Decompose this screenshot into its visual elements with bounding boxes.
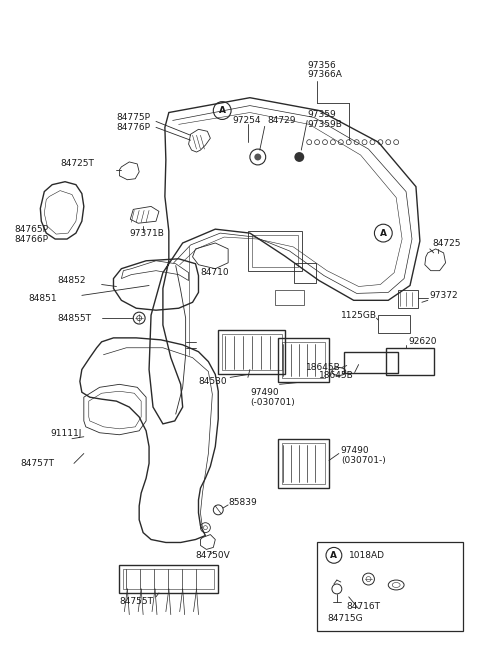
Text: 84765P: 84765P (14, 225, 48, 234)
Text: (-030701): (-030701) (250, 398, 295, 407)
Text: 97490: 97490 (341, 446, 370, 455)
Text: 97254: 97254 (232, 116, 261, 125)
Text: 84775P: 84775P (117, 113, 150, 122)
Bar (281, 443, 325, 484)
Text: 84715G: 84715G (327, 614, 362, 623)
Text: 97490: 97490 (250, 388, 278, 397)
Text: 97366A: 97366A (307, 71, 342, 79)
Text: 84757T: 84757T (21, 459, 55, 468)
Text: A: A (219, 106, 226, 115)
Bar (398, 290, 418, 309)
Text: 85839: 85839 (228, 498, 257, 508)
Bar (218, 330, 286, 375)
Text: 91111J: 91111J (50, 429, 82, 438)
Text: (030701-): (030701-) (341, 456, 385, 465)
Text: 84729: 84729 (268, 116, 296, 125)
Bar (277, 338, 329, 383)
Text: 84530: 84530 (199, 377, 227, 386)
Bar (281, 342, 325, 379)
Bar (317, 542, 463, 631)
Bar (344, 352, 398, 373)
Circle shape (254, 153, 261, 160)
Bar (386, 348, 434, 375)
Circle shape (294, 152, 304, 162)
Bar (277, 439, 329, 488)
Text: 1125GB: 1125GB (341, 310, 377, 320)
Text: 84851: 84851 (28, 294, 57, 303)
Bar (120, 565, 218, 593)
Text: 84766P: 84766P (14, 234, 48, 244)
Text: 18645B: 18645B (319, 371, 354, 380)
Text: 84855T: 84855T (57, 314, 91, 323)
Text: 84725T: 84725T (60, 159, 94, 168)
Text: 84725: 84725 (433, 240, 461, 248)
Text: A: A (330, 551, 337, 560)
Bar (123, 569, 214, 589)
Text: 84755T: 84755T (120, 597, 154, 607)
Text: 84852: 84852 (57, 276, 85, 285)
Bar (222, 334, 281, 371)
Bar (378, 315, 410, 333)
Text: 97359: 97359 (307, 110, 336, 119)
Text: 84776P: 84776P (117, 123, 150, 132)
Text: 97356: 97356 (307, 60, 336, 69)
Text: 84716T: 84716T (347, 602, 381, 611)
Text: 97372: 97372 (430, 291, 458, 300)
Text: 97359B: 97359B (307, 120, 342, 129)
Bar (275, 290, 304, 305)
Text: 84750V: 84750V (195, 551, 230, 560)
Bar (248, 231, 302, 271)
Text: 18645B: 18645B (306, 363, 341, 372)
Bar (294, 263, 316, 282)
Text: 92620: 92620 (408, 337, 436, 346)
Text: 97371B: 97371B (129, 229, 164, 238)
Text: 1018AD: 1018AD (349, 551, 385, 560)
Text: A: A (380, 229, 387, 238)
Text: 84710: 84710 (201, 268, 229, 277)
Bar (252, 235, 298, 267)
